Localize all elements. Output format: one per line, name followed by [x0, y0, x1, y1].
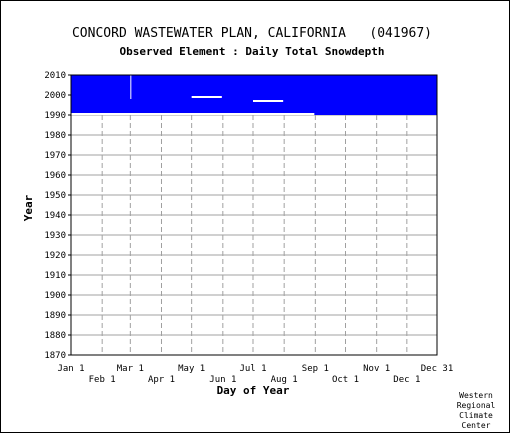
- missing-gap: [71, 113, 315, 115]
- y-tick-label: 1890: [44, 311, 66, 321]
- x-tick-label: Oct 1: [332, 375, 359, 385]
- missing-segment: [130, 75, 132, 99]
- x-tick-label: Aug 1: [271, 375, 298, 385]
- missing-segment: [191, 96, 222, 98]
- chart-title: CONCORD WASTEWATER PLAN, CALIFORNIA (041…: [72, 26, 432, 41]
- y-axis-title: Year: [22, 194, 35, 221]
- chart-subtitle: Observed Element : Daily Total Snowdepth: [120, 45, 385, 58]
- y-tick-label: 2010: [44, 71, 66, 81]
- y-tick-label: 1940: [44, 211, 66, 221]
- x-tick-label: Jan 1: [57, 364, 84, 374]
- x-tick-label: Nov 1: [363, 364, 390, 374]
- x-tick-label: Feb 1: [89, 375, 116, 385]
- x-tick-label: Jul 1: [239, 364, 266, 374]
- x-tick-label: May 1: [178, 364, 205, 374]
- x-tick-label: Apr 1: [148, 375, 175, 385]
- y-tick-label: 1900: [44, 291, 66, 301]
- y-tick-label: 2000: [44, 91, 66, 101]
- y-tick-label: 1970: [44, 151, 66, 161]
- credit-line: Center: [462, 421, 491, 430]
- y-tick-label: 1920: [44, 251, 66, 261]
- credit-line: Western: [459, 391, 493, 400]
- y-tick-label: 1870: [44, 351, 66, 361]
- y-tick-label: 1980: [44, 131, 66, 141]
- plot-area: 1870 1880 1890 1900 1910 1920 1930 1940 1950 1960…: [44, 71, 453, 385]
- y-tick-label: 1930: [44, 231, 66, 241]
- y-tick-label: 1990: [44, 111, 66, 121]
- x-tick-label: Dec 31: [421, 364, 454, 374]
- record-bar: [71, 75, 437, 115]
- missing-segment: [252, 100, 284, 102]
- x-tick-label: Sep 1: [302, 364, 329, 374]
- x-tick-label: Jun 1: [209, 375, 236, 385]
- y-tick-label: 1910: [44, 271, 66, 281]
- y-tick-label: 1950: [44, 191, 66, 201]
- x-tick-label: Mar 1: [117, 364, 144, 374]
- y-tick-label: 1880: [44, 331, 66, 341]
- credit-line: Regional: [457, 401, 496, 410]
- y-tick-label: 1960: [44, 171, 66, 181]
- x-tick-label: Dec 1: [393, 375, 420, 385]
- x-axis-title: Day of Year: [217, 384, 290, 397]
- credit-block: Western Regional Climate Center: [457, 391, 496, 430]
- credit-line: Climate: [459, 411, 493, 420]
